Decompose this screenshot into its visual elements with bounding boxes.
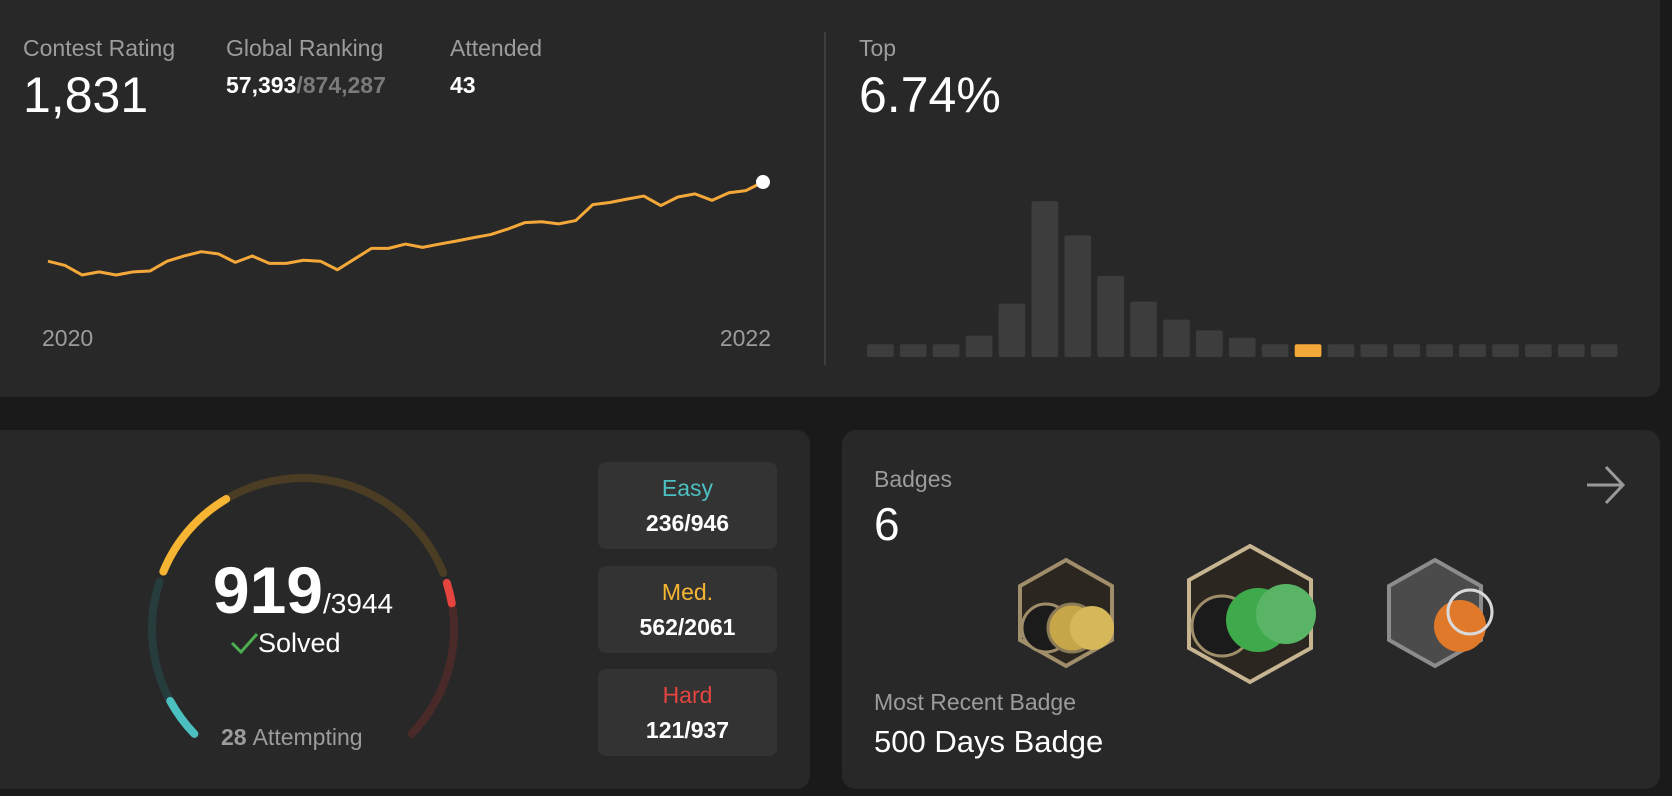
rating-line xyxy=(47,180,764,277)
bar xyxy=(1360,344,1388,357)
attempting-label: Attempting xyxy=(252,724,363,750)
total: 3944 xyxy=(330,588,394,619)
check-icon xyxy=(230,633,259,655)
bar xyxy=(1196,330,1223,357)
separator: / xyxy=(323,588,331,619)
separator: / xyxy=(677,614,685,640)
total: 937 xyxy=(690,717,730,743)
bar xyxy=(1294,344,1322,357)
solved: 236 xyxy=(645,510,685,536)
separator: / xyxy=(684,717,691,743)
bar xyxy=(1426,344,1453,357)
bar xyxy=(867,344,894,357)
arrow-icon[interactable] xyxy=(1587,465,1626,505)
solved-label: Solved xyxy=(258,628,341,658)
ranking: 57,393 xyxy=(226,72,297,98)
attended-label: Attended xyxy=(450,35,543,61)
bar xyxy=(899,344,927,357)
total: 2061 xyxy=(684,614,736,640)
solved-count: 919/3944 xyxy=(213,552,393,628)
hard-box: Hard 121/937 xyxy=(598,669,777,756)
bar xyxy=(1261,344,1289,357)
top-label: Top xyxy=(859,35,897,61)
recent-badge: 500 Days Badge xyxy=(874,724,1104,759)
bar xyxy=(965,335,993,357)
bar xyxy=(1393,344,1421,357)
rating-value: 1,831 xyxy=(23,67,149,123)
solved-hard xyxy=(442,578,456,608)
total: 946 xyxy=(690,510,730,536)
bar xyxy=(1459,344,1486,357)
bar xyxy=(1492,344,1519,357)
easy-box: Easy 236/946 xyxy=(598,462,777,549)
attempting-count: 28 xyxy=(221,724,247,750)
x-label: 2022 xyxy=(719,325,771,351)
rating-label: Contest Rating xyxy=(23,35,176,61)
bar xyxy=(1064,235,1092,357)
ranking-total: /874,287 xyxy=(296,72,386,98)
solved: 919 xyxy=(212,553,324,627)
bar xyxy=(1097,275,1124,357)
ranking-value: 57,393/874,287 xyxy=(226,72,386,99)
bar xyxy=(932,344,960,357)
medium-count: 562/2061 xyxy=(598,614,777,641)
bar xyxy=(1228,337,1256,357)
easy-count: 236/946 xyxy=(598,510,777,537)
badges-count: 6 xyxy=(874,498,900,550)
solved: 121 xyxy=(645,717,685,743)
track-hard xyxy=(407,578,458,738)
contest-card xyxy=(0,0,1660,397)
bar xyxy=(1525,344,1552,357)
medium-label: Med. xyxy=(661,579,714,605)
medium-box: Med. 562/2061 xyxy=(598,566,777,653)
bar xyxy=(1031,201,1059,357)
hard-count: 121/937 xyxy=(598,717,777,744)
current-point xyxy=(756,175,770,190)
solved-easy xyxy=(166,696,199,738)
top-value: 6.74% xyxy=(859,67,1001,123)
recent-label: Most Recent Badge xyxy=(874,689,1077,715)
bar xyxy=(1590,344,1618,357)
solved: 562 xyxy=(639,614,678,640)
bar xyxy=(1557,344,1585,357)
ranking-label: Global Ranking xyxy=(226,35,384,61)
hard-label: Hard xyxy=(662,682,713,708)
badge-icon xyxy=(1018,557,1114,669)
bar xyxy=(1130,301,1157,357)
bar xyxy=(1163,319,1190,357)
bar xyxy=(998,303,1026,357)
attended-value: 43 xyxy=(450,72,476,98)
badges-label: Badges xyxy=(874,466,953,492)
x-label: 2020 xyxy=(42,325,94,351)
bar xyxy=(1327,344,1355,357)
badge-icon xyxy=(1187,543,1316,685)
badge-icon xyxy=(1387,557,1494,669)
easy-label: Easy xyxy=(661,475,714,501)
solved-medium xyxy=(159,495,231,576)
attempting: 28 Attempting xyxy=(221,724,363,751)
separator: / xyxy=(684,510,691,536)
